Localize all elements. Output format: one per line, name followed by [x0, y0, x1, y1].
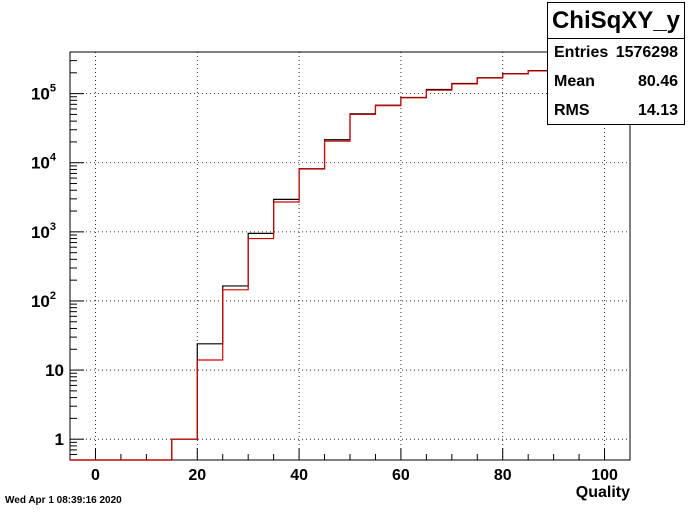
rms-value: 14.13 — [637, 102, 678, 119]
histogram-series-red — [70, 70, 630, 461]
x-tick-label: 80 — [494, 467, 512, 484]
timestamp-footer: Wed Apr 1 08:39:16 2020 — [5, 495, 122, 506]
rms-label: RMS — [554, 102, 590, 119]
plot-frame — [69, 51, 631, 461]
mean-label: Mean — [554, 73, 595, 90]
y-tick-label: 104 — [31, 152, 57, 173]
entries-value: 1576298 — [615, 44, 678, 61]
x-tick-label: 0 — [91, 467, 100, 484]
x-tick-label: 20 — [188, 467, 206, 484]
entries-label: Entries — [554, 44, 609, 61]
y-tick-label: 10 — [45, 361, 64, 380]
y-tick-label: 105 — [31, 83, 56, 104]
x-tick-label: 40 — [290, 467, 308, 484]
x-axis-label: Quality — [575, 484, 630, 501]
y-tick-label: 103 — [31, 221, 56, 242]
y-tick-label: 102 — [31, 290, 56, 311]
stats-box: ChiSqXY_y Entries 1576298 Mean 80.46 RMS… — [547, 2, 685, 125]
y-tick-label: 1 — [55, 430, 64, 449]
mean-value: 80.46 — [637, 73, 678, 90]
x-tick-label: 100 — [591, 467, 618, 484]
stats-entries-row: Entries 1576298 — [548, 39, 684, 68]
stats-mean-row: Mean 80.46 — [548, 68, 684, 97]
stats-title: ChiSqXY_y — [548, 3, 684, 39]
x-tick-label: 60 — [392, 467, 410, 484]
stats-rms-row: RMS 14.13 — [548, 97, 684, 126]
